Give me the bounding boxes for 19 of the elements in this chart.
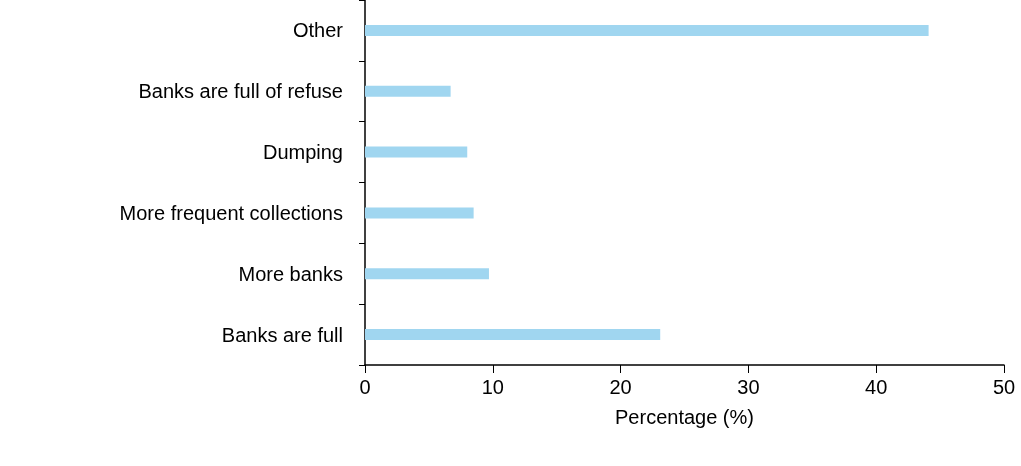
bar	[365, 329, 661, 341]
x-tick-label: 40	[865, 376, 888, 398]
x-tick-label: 0	[359, 376, 371, 398]
bar	[365, 146, 468, 158]
bar	[365, 268, 489, 280]
x-tick-label: 30	[737, 376, 760, 398]
x-tick-label: 50	[992, 376, 1016, 398]
x-tick-label: 20	[609, 376, 632, 398]
bar	[365, 85, 451, 97]
y-tick-label: Other	[292, 19, 344, 42]
y-tick-label: More banks	[238, 262, 343, 285]
x-tick-label: 10	[481, 376, 504, 398]
bar	[365, 207, 474, 219]
y-tick-label: Banks are full of refuse	[138, 80, 343, 103]
y-tick-label: Dumping	[262, 141, 343, 164]
y-tick-label: More frequent collections	[119, 201, 343, 224]
x-axis-title: Percentage (%)	[615, 406, 754, 428]
y-tick-label: Banks are full	[221, 323, 343, 346]
bar	[365, 24, 929, 36]
